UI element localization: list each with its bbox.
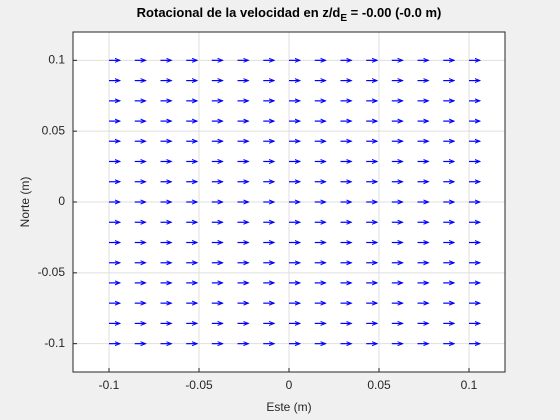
title-tail: = -0.00 (-0.0 m)	[347, 5, 441, 20]
title-main: Rotacional de la velocidad en z/d	[137, 5, 341, 20]
x-tick-label: 0.1	[461, 378, 478, 392]
x-tick-label: -0.05	[185, 378, 213, 392]
y-tick-label: 0.1	[48, 53, 65, 67]
x-tick-label: 0.05	[367, 378, 391, 392]
y-tick-label: -0.1	[44, 336, 65, 350]
title-subscript: E	[340, 13, 347, 24]
x-tick-label: 0	[286, 378, 293, 392]
y-axis-label: Norte (m)	[18, 177, 32, 228]
y-tick-label: 0.05	[42, 123, 66, 137]
y-tick-label: 0	[58, 194, 65, 208]
y-tick-label: -0.05	[38, 265, 66, 279]
axes-box	[72, 31, 506, 373]
x-axis-label: Este (m)	[266, 400, 311, 414]
x-tick-label: -0.1	[99, 378, 120, 392]
chart-title: Rotacional de la velocidad en z/dE = -0.…	[137, 5, 442, 23]
